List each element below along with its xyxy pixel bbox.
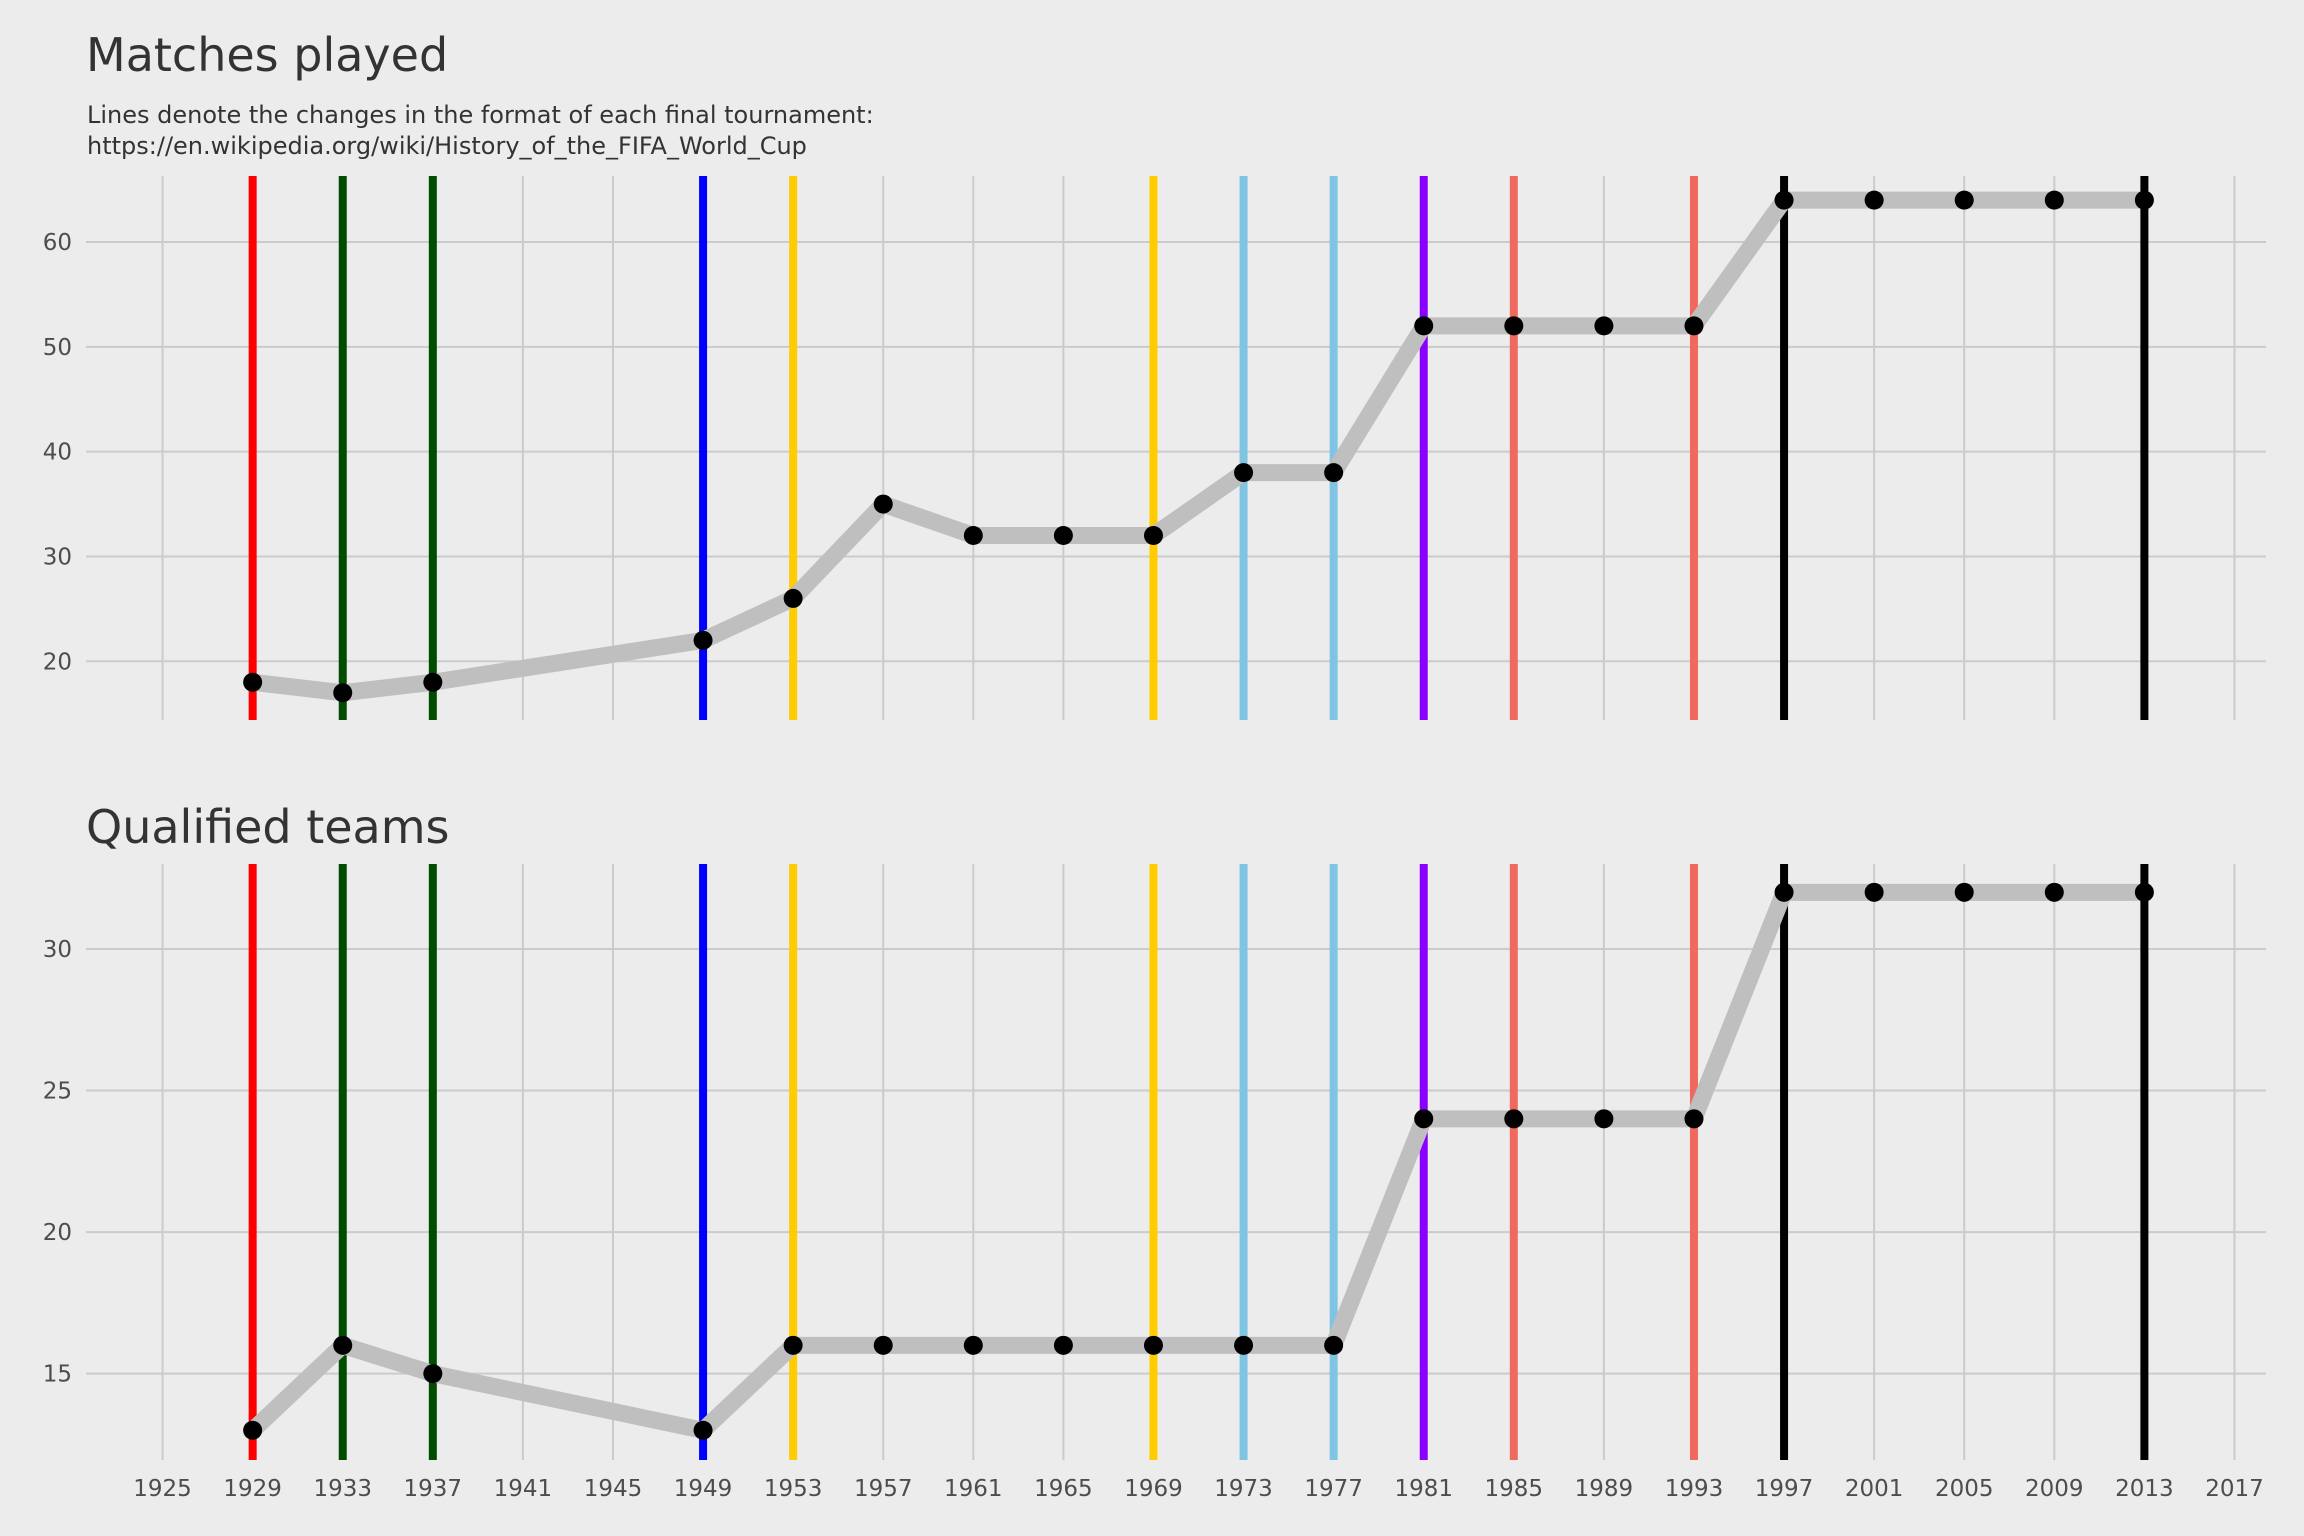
matches-data-point-1953 (783, 588, 803, 608)
teams-data-point-1973 (1234, 1335, 1254, 1355)
matches-data-point-2005 (1954, 190, 1974, 210)
teams-data-point-1985 (1504, 1109, 1524, 1129)
x-tick-label: 1933 (313, 1476, 372, 1502)
teams-data-point-1953 (783, 1335, 803, 1355)
teams-data-point-1961 (963, 1335, 983, 1355)
teams-y-tick-label: 20 (43, 1220, 72, 1246)
matches-played-panel: 20 30 40 50 60 (43, 176, 2266, 720)
matches-data-point-1977 (1324, 463, 1344, 483)
x-tick-label: 1989 (1575, 1476, 1634, 1502)
teams-data-point-1969 (1143, 1335, 1163, 1355)
teams-y-tick-label: 25 (43, 1079, 72, 1105)
matches-data-point-1957 (873, 494, 893, 514)
matches-y-tick-label: 40 (43, 440, 72, 466)
x-tick-label: 1937 (404, 1476, 463, 1502)
matches-data-point-1973 (1234, 463, 1254, 483)
matches-data-point-1989 (1594, 316, 1614, 336)
x-tick-label: 1929 (223, 1476, 282, 1502)
qualified-teams-title: Qualified teams (86, 800, 450, 854)
matches-data-point-1961 (963, 526, 983, 546)
matches-data-point-2013 (2134, 190, 2154, 210)
x-tick-label: 1969 (1124, 1476, 1183, 1502)
teams-data-point-1997 (1774, 882, 1794, 902)
matches-data-point-1981 (1414, 316, 1434, 336)
matches-data-point-1985 (1504, 316, 1524, 336)
x-tick-label: 1961 (944, 1476, 1003, 1502)
matches-data-point-1997 (1774, 190, 1794, 210)
matches-data-point-1993 (1684, 316, 1704, 336)
x-tick-label: 2009 (2025, 1476, 2084, 1502)
page-title: Matches played (86, 28, 449, 82)
teams-data-point-1989 (1594, 1109, 1614, 1129)
matches-data-point-1965 (1053, 526, 1073, 546)
subtitle-line-2: https://en.wikipedia.org/wiki/History_of… (87, 132, 807, 160)
matches-series-line (244, 191, 2153, 702)
x-tick-label: 1957 (854, 1476, 913, 1502)
x-tick-label: 2001 (1845, 1476, 1904, 1502)
x-tick-label: 1925 (133, 1476, 192, 1502)
teams-data-point-1933 (333, 1335, 353, 1355)
teams-data-point-1993 (1684, 1109, 1704, 1129)
matches-y-tick-label: 50 (43, 335, 72, 361)
matches-data-point-2001 (1864, 190, 1884, 210)
subtitle-line-1: Lines denote the changes in the format o… (87, 101, 874, 129)
x-tick-label: 1949 (674, 1476, 733, 1502)
teams-series-line (244, 883, 2153, 1439)
x-tick-label: 1993 (1665, 1476, 1724, 1502)
subtitle: Lines denote the changes in the format o… (87, 100, 874, 162)
x-tick-label: 1977 (1304, 1476, 1363, 1502)
matches-data-point-2009 (2044, 190, 2064, 210)
x-tick-label: 2013 (2115, 1476, 2174, 1502)
x-tick-label: 1997 (1755, 1476, 1814, 1502)
x-tick-label: 1973 (1214, 1476, 1273, 1502)
matches-data-point-1949 (693, 630, 713, 650)
x-axis: 1925 1929 1933 1937 1941 1945 1949 1953 1957 1961… (133, 1476, 2263, 1502)
matches-data-point-1969 (1143, 526, 1163, 546)
teams-data-point-1977 (1324, 1335, 1344, 1355)
x-tick-label: 1953 (764, 1476, 823, 1502)
teams-data-point-1937 (423, 1364, 443, 1384)
teams-data-point-1965 (1053, 1335, 1073, 1355)
teams-data-point-1949 (693, 1420, 713, 1440)
matches-y-tick-label: 60 (43, 230, 72, 256)
matches-y-tick-label: 20 (43, 649, 72, 675)
matches-data-point-1933 (333, 683, 353, 703)
teams-data-point-1957 (873, 1335, 893, 1355)
teams-data-point-2009 (2044, 882, 2064, 902)
x-tick-label: 1985 (1485, 1476, 1544, 1502)
x-tick-label: 2017 (2205, 1476, 2264, 1502)
matches-y-tick-label: 30 (43, 544, 72, 570)
x-tick-label: 1941 (494, 1476, 553, 1502)
x-tick-label: 1945 (584, 1476, 643, 1502)
teams-data-point-1981 (1414, 1109, 1434, 1129)
qualified-teams-panel: 15 20 25 30 (43, 864, 2266, 1460)
teams-data-point-2001 (1864, 882, 1884, 902)
x-tick-label: 1981 (1394, 1476, 1453, 1502)
matches-data-point-1937 (423, 672, 443, 692)
teams-y-tick-label: 30 (43, 937, 72, 963)
teams-y-tick-label: 15 (43, 1362, 72, 1388)
teams-data-point-1929 (243, 1420, 263, 1440)
x-tick-label: 2005 (1935, 1476, 1994, 1502)
teams-data-point-2005 (1954, 882, 1974, 902)
x-tick-label: 1965 (1034, 1476, 1093, 1502)
matches-data-point-1929 (243, 672, 263, 692)
teams-data-point-2013 (2134, 882, 2154, 902)
